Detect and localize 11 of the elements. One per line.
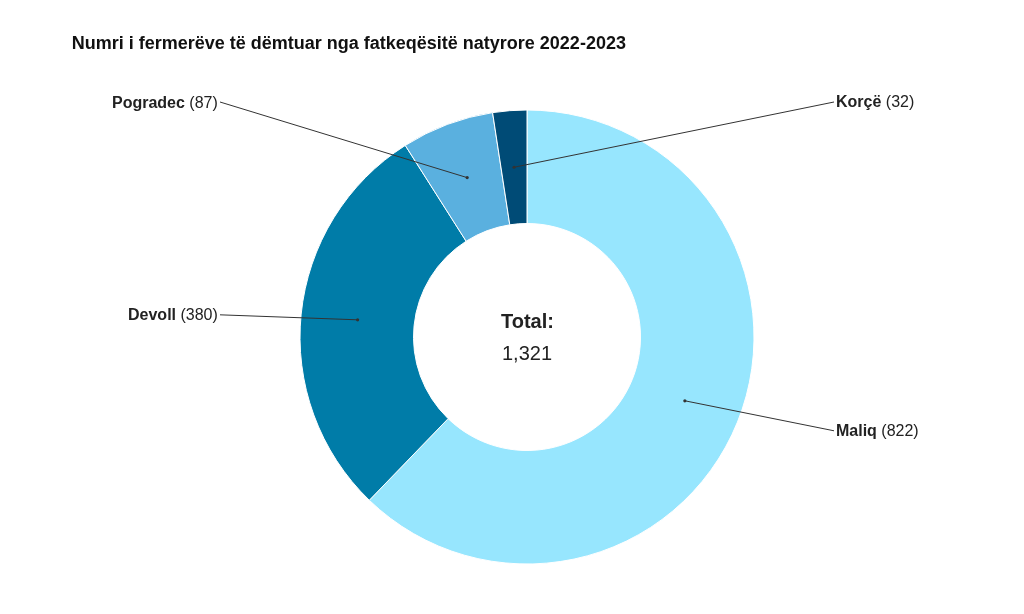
data-label: (822) — [881, 422, 919, 439]
data-label: (87) — [189, 94, 218, 111]
slice-label: Korçë — [836, 93, 882, 110]
text: 1,321 — [502, 342, 553, 364]
slice-label: Maliq — [836, 422, 877, 439]
text: Total: — [501, 310, 554, 332]
slice-label: Pogradec — [112, 94, 186, 111]
data-label: (32) — [885, 93, 915, 110]
slice-label: Devoll — [128, 306, 177, 323]
data-label: (380) — [180, 306, 218, 323]
chart-title: Numri i fermerëve të dëmtuar nga fatkeqësitë natyrore 2022-2023 — [71, 33, 626, 54]
